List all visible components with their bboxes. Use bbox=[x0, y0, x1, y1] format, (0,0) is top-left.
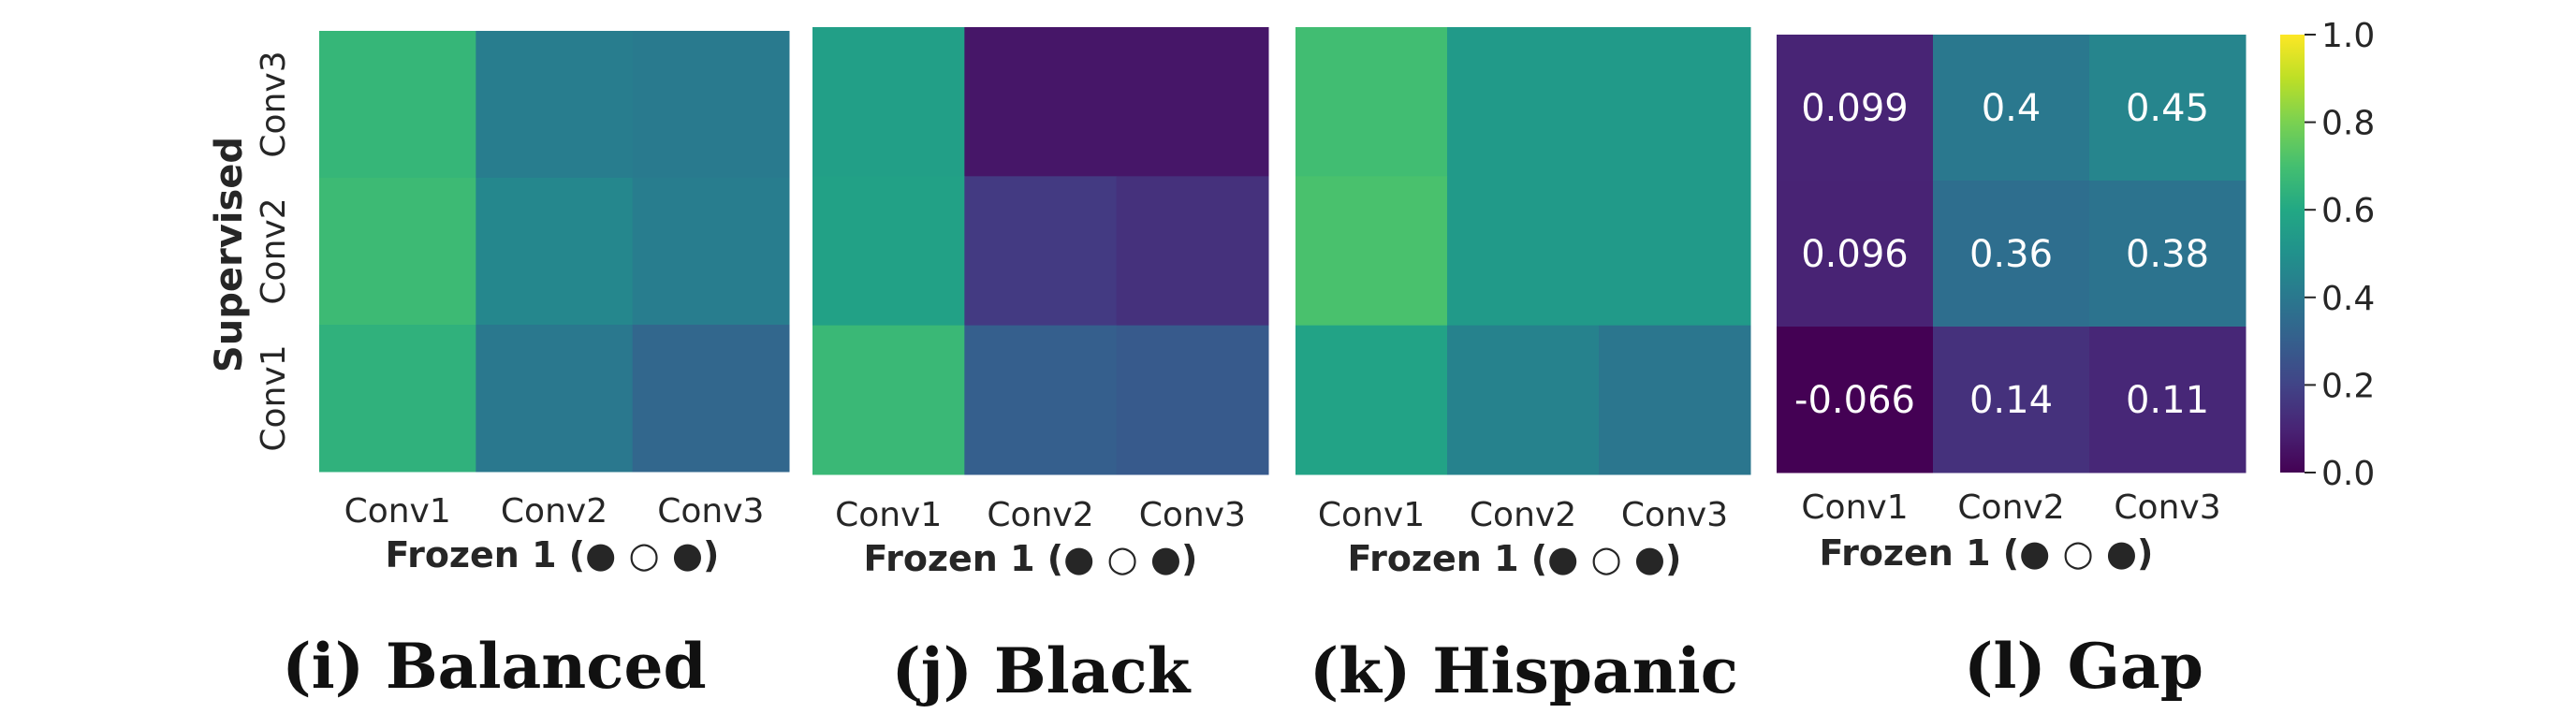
heatmap-cell-black-r0-c1 bbox=[964, 27, 1118, 177]
heatmap-cell-black-r0-c0 bbox=[812, 27, 965, 177]
caption-gap: (l) Gap bbox=[1964, 630, 2203, 703]
heatmap-cell-black-r2-c1 bbox=[964, 325, 1118, 475]
heatmap-cell-gap-r1-c0 bbox=[1777, 181, 1934, 328]
heatmap-cell-hispanic-r2-c0 bbox=[1295, 325, 1448, 475]
x-tick-label-black-1: Conv2 bbox=[987, 496, 1093, 534]
heatmap-cell-gap-r1-c2 bbox=[2089, 181, 2247, 328]
cell-annotation-gap-r0-c1: 0.4 bbox=[1982, 87, 2042, 130]
cell-annotation-gap-r2-c1: 0.14 bbox=[1969, 379, 2053, 422]
y-tick-label-0: Conv3 bbox=[255, 51, 293, 157]
heatmap-cell-balanced-r0-c2 bbox=[632, 31, 790, 179]
heatmap-cell-hispanic-r1-c1 bbox=[1447, 176, 1600, 327]
cell-annotation-gap-r0-c2: 0.45 bbox=[2126, 87, 2209, 130]
heatmap-cell-black-r1-c1 bbox=[964, 176, 1118, 327]
heatmap-panel-hispanic: Conv1 Conv2 Conv3 bbox=[1295, 27, 1751, 534]
colorbar-tick-label-0: 0.0 bbox=[2321, 455, 2375, 493]
heatmap-cell-hispanic-r2-c1 bbox=[1447, 325, 1600, 475]
y-tick-label-1: Conv2 bbox=[255, 197, 293, 304]
heatmap-cell-hispanic-r2-c2 bbox=[1599, 325, 1751, 475]
heatmap-cell-balanced-r2-c1 bbox=[476, 325, 634, 473]
cell-annotation-gap-r0-c0: 0.099 bbox=[1801, 87, 1909, 130]
heatmap-cell-balanced-r2-c0 bbox=[319, 325, 476, 473]
heatmap-cell-balanced-r0-c1 bbox=[476, 31, 634, 179]
heatmap-cell-black-r0-c2 bbox=[1116, 27, 1269, 177]
heatmap-cell-gap-r0-c0 bbox=[1777, 35, 1934, 182]
heatmap-cell-black-r2-c0 bbox=[812, 325, 965, 475]
y-tick-label-2: Conv1 bbox=[255, 344, 293, 451]
colorbar-tick-label-4: 0.8 bbox=[2321, 105, 2375, 143]
cell-annotation-gap-r2-c0: -0.066 bbox=[1794, 379, 1915, 422]
heatmap-cell-gap-r2-c0 bbox=[1777, 327, 1934, 473]
heatmap-cell-balanced-r2-c2 bbox=[632, 325, 790, 473]
heatmap-cell-hispanic-r0-c2 bbox=[1599, 27, 1751, 177]
colorbar-tick-label-2: 0.4 bbox=[2321, 280, 2375, 318]
heatmap-cell-balanced-r1-c2 bbox=[632, 178, 790, 326]
x-tick-label-black-0: Conv1 bbox=[835, 496, 942, 534]
heatmap-panel-black: Conv1 Conv2 Conv3 bbox=[812, 27, 1269, 534]
x-tick-label-hispanic-0: Conv1 bbox=[1318, 496, 1425, 534]
x-tick-label-black-2: Conv3 bbox=[1139, 496, 1246, 534]
x-axis-label-hispanic: Frozen 1 (● ○ ●) bbox=[1348, 538, 1682, 579]
heatmap-cell-gap-r1-c1 bbox=[1933, 181, 2090, 328]
heatmap-panel-gap: 0.099 0.4 0.45 0.096 0.36 0.38 -0.066 0.14 0.11 C… bbox=[1777, 35, 2247, 527]
y-axis-label: Supervised bbox=[208, 137, 251, 372]
heatmap-cell-hispanic-r1-c2 bbox=[1599, 176, 1751, 327]
colorbar: 0.0 0.2 0.4 0.6 0.8 1.0 bbox=[2280, 17, 2375, 493]
x-tick-label-hispanic-2: Conv3 bbox=[1621, 496, 1728, 534]
heatmap-cell-black-r1-c0 bbox=[812, 176, 965, 327]
heatmap-panel-balanced: Conv1 Conv2 Conv3 Conv3 Conv2 Conv1 bbox=[255, 31, 790, 531]
heatmap-cell-balanced-r1-c0 bbox=[319, 178, 476, 326]
cell-annotation-gap-r1-c2: 0.38 bbox=[2126, 233, 2209, 276]
heatmap-cell-black-r1-c2 bbox=[1116, 176, 1269, 327]
heatmap-cell-hispanic-r1-c0 bbox=[1295, 176, 1448, 327]
x-axis-label-gap: Frozen 1 (● ○ ●) bbox=[1820, 532, 2154, 574]
heatmap-cell-gap-r2-c1 bbox=[1933, 327, 2090, 473]
heatmap-cell-balanced-r0-c0 bbox=[319, 31, 476, 179]
heatmap-cell-black-r2-c2 bbox=[1116, 325, 1269, 475]
x-tick-label-gap-0: Conv1 bbox=[1801, 488, 1908, 527]
caption-black: (j) Black bbox=[892, 634, 1192, 707]
heatmap-cell-balanced-r1-c1 bbox=[476, 178, 634, 326]
colorbar-tick-label-1: 0.2 bbox=[2321, 367, 2375, 405]
x-tick-label-balanced-0: Conv1 bbox=[344, 492, 451, 531]
caption-balanced: (i) Balanced bbox=[282, 630, 706, 703]
heatmap-cell-hispanic-r0-c0 bbox=[1295, 27, 1448, 177]
caption-hispanic: (k) Hispanic bbox=[1310, 634, 1738, 707]
x-tick-label-hispanic-1: Conv2 bbox=[1470, 496, 1576, 534]
x-axis-label-black: Frozen 1 (● ○ ●) bbox=[864, 538, 1198, 579]
heatmap-cell-gap-r0-c2 bbox=[2089, 35, 2247, 182]
colorbar-tick-label-5: 1.0 bbox=[2321, 17, 2375, 55]
colorbar-gradient bbox=[2280, 35, 2305, 473]
colorbar-tick-label-3: 0.6 bbox=[2321, 192, 2375, 230]
x-tick-label-gap-1: Conv2 bbox=[1957, 488, 2064, 527]
x-axis-label-balanced: Frozen 1 (● ○ ●) bbox=[386, 534, 720, 575]
x-tick-label-balanced-2: Conv3 bbox=[657, 492, 764, 531]
x-tick-label-gap-2: Conv3 bbox=[2114, 488, 2220, 527]
cell-annotation-gap-r2-c2: 0.11 bbox=[2126, 379, 2209, 422]
heatmap-cell-hispanic-r0-c1 bbox=[1447, 27, 1600, 177]
x-tick-label-balanced-1: Conv2 bbox=[501, 492, 607, 531]
cell-annotation-gap-r1-c0: 0.096 bbox=[1801, 233, 1909, 276]
heatmap-cell-gap-r0-c1 bbox=[1933, 35, 2090, 182]
heatmap-cell-gap-r2-c2 bbox=[2089, 327, 2247, 473]
cell-annotation-gap-r1-c1: 0.36 bbox=[1969, 233, 2053, 276]
